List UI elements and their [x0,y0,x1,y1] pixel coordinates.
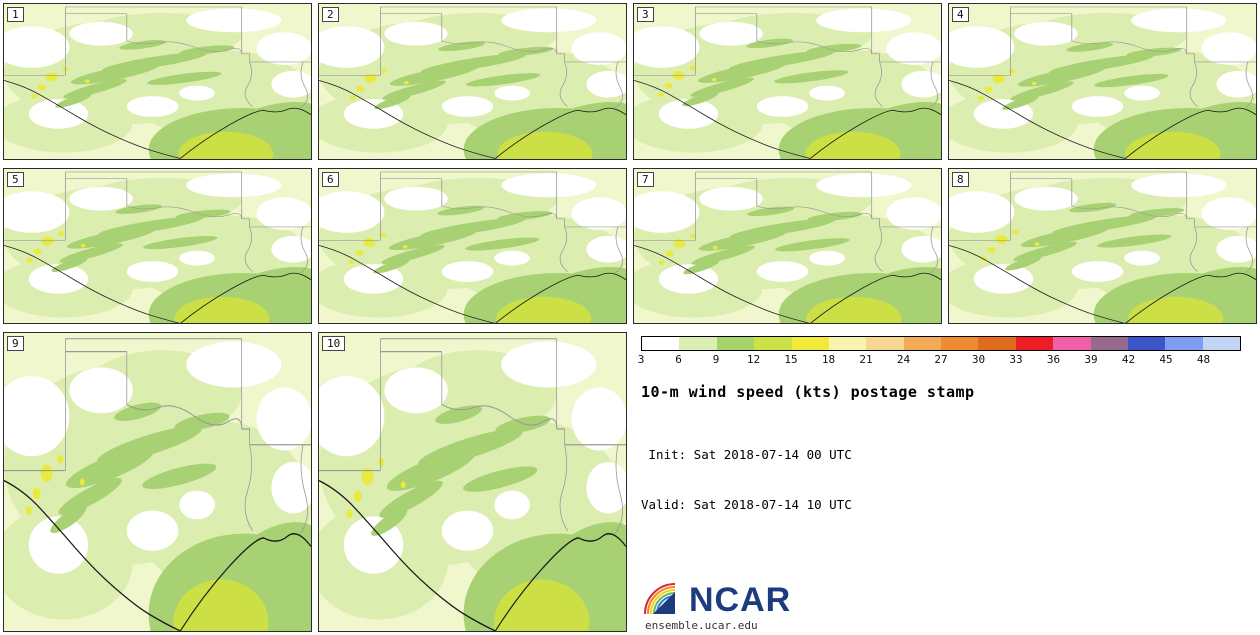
colorbar-segment [903,337,941,350]
colorbar-tick: 36 [1046,353,1061,366]
stamp-map [634,168,941,323]
ensemble-member-panel: 5 [3,167,312,324]
ensemble-member-panel: 7 [633,167,942,324]
stamp-map [634,4,941,159]
colorbar-tick: 24 [896,353,911,366]
plot-title: 10-m wind speed (kts) postage stamp [641,383,975,401]
colorbar-segment [754,337,792,350]
colorbar-segment [978,337,1016,350]
init-time: Init: Sat 2018-07-14 00 UTC [641,446,852,462]
ncar-logo-text: NCAR [689,581,792,620]
stamp-map [319,168,626,323]
ensemble-member-panel: 2 [318,3,627,160]
member-number-badge: 6 [322,171,339,187]
colorbar-tick: 6 [675,353,682,366]
ensemble-member-panel: 10 [318,332,627,632]
member-number-badge: 4 [952,7,969,22]
colorbar-tick-labels: 3 6 9 12 15 18 21 24 27 30 33 36 39 42 45 48 [637,353,1241,369]
member-number-badge: 7 [637,171,654,187]
legend-area: 3 6 9 12 15 18 21 24 27 30 33 36 39 42 45 48 10-m wind … [633,332,1257,632]
colorbar-segment [1015,337,1054,350]
member-number-badge: 8 [952,171,969,187]
colorbar-segment [1165,337,1203,350]
time-info: Init: Sat 2018-07-14 00 UTC Valid: Sat 2… [641,413,1251,548]
colorbar-tick: 30 [971,353,986,366]
stamp-map [949,168,1256,323]
member-number-badge: 2 [322,7,339,22]
ensemble-member-panel: 3 [633,3,942,160]
colorbar-segment [866,337,904,350]
member-number-badge: 5 [7,171,24,187]
colorbar-tick: 15 [784,353,798,366]
stamp-map [4,333,311,631]
colorbar-segment [941,337,979,350]
colorbar-segment [716,337,755,350]
colorbar-tick: 21 [859,353,873,366]
ncar-branding: NCAR [641,578,1251,620]
stamp-map [4,4,311,159]
colorbar-tick: 18 [821,353,836,366]
stamp-map [4,168,311,323]
member-number-badge: 1 [7,7,24,22]
colorbar-segment [1090,337,1128,350]
colorbar-tick: 39 [1084,353,1098,366]
valid-time: Valid: Sat 2018-07-14 10 UTC [641,497,852,513]
colorbar-tick: 45 [1159,353,1173,366]
stamp-map [319,4,626,159]
colorbar-segment [828,337,867,350]
colorbar-segment [1127,337,1166,350]
member-number-badge: 10 [322,336,346,351]
colorbar-segment [1053,337,1091,350]
ensemble-member-panel: 6 [318,167,627,324]
site-url: ensemble.ucar.edu [645,619,758,632]
stamp-map [949,4,1256,159]
colorbar-tick: 12 [746,353,761,366]
colorbar-segment [1202,337,1240,350]
stamp-map [319,333,626,631]
colorbar-tick: 48 [1196,353,1211,366]
colorbar-segment [679,337,717,350]
colorbar-tick: 33 [1009,353,1023,366]
ensemble-member-panel: 4 [948,3,1257,160]
ensemble-member-panel: 8 [948,167,1257,324]
colorbar-segment [791,337,829,350]
colorbar-tick: 9 [712,353,720,366]
ncar-logo-icon [643,582,676,615]
ensemble-member-panel: 9 [3,332,312,632]
ensemble-member-panel: 1 [3,3,312,160]
colorbar-segment [642,337,680,350]
colorbar-tick: 42 [1121,353,1136,366]
colorbar-tick: 27 [934,353,948,366]
member-number-badge: 3 [637,7,654,22]
wind-speed-colorbar [641,336,1241,351]
colorbar-tick: 3 [637,353,645,366]
member-number-badge: 9 [7,336,24,351]
